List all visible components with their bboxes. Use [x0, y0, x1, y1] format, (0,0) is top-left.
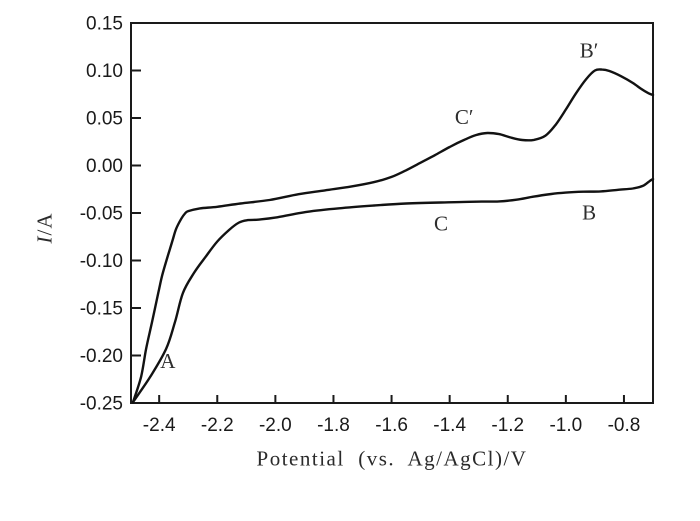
x-tick-label: -1.2: [491, 415, 524, 436]
y-tick-label: -0.05: [80, 204, 123, 225]
curve-forward-cathodic-sweep: [131, 177, 655, 404]
y-axis-title-symbol: I: [32, 235, 57, 244]
annotation-B: B: [582, 201, 596, 225]
x-tick-label: -1.0: [549, 415, 582, 436]
x-axis-title: Potential (vs. Ag/AgCl)/V: [256, 446, 528, 471]
y-axis-title: I/A: [33, 213, 58, 244]
y-tick-label: -0.25: [80, 394, 123, 415]
x-tick-label: -0.8: [608, 415, 641, 436]
x-tick-label: -1.8: [317, 415, 350, 436]
x-tick-label: -2.2: [201, 415, 234, 436]
annotation-A: A: [160, 349, 176, 373]
y-tick-label: -0.10: [80, 251, 123, 272]
x-tick-label: -1.6: [375, 415, 408, 436]
x-tick-label: -2.0: [259, 415, 292, 436]
x-tick-label: -1.4: [433, 415, 466, 436]
y-tick-label: 0.05: [86, 109, 123, 130]
y-axis-title-unit: /A: [32, 212, 57, 236]
y-tick-label: -0.20: [80, 346, 123, 367]
y-tick-label: 0.10: [86, 61, 123, 82]
y-tick-label: 0.15: [86, 14, 123, 35]
annotation-B: B′: [580, 39, 599, 63]
y-tick-label: -0.15: [80, 299, 123, 320]
y-tick-label: 0.00: [86, 156, 123, 177]
annotation-C: C′: [455, 105, 474, 129]
x-tick-label: -2.4: [143, 415, 176, 436]
curve-reverse-anodic-sweep: [131, 68, 655, 404]
plot-border: [130, 22, 654, 404]
annotation-C: C: [434, 211, 448, 235]
